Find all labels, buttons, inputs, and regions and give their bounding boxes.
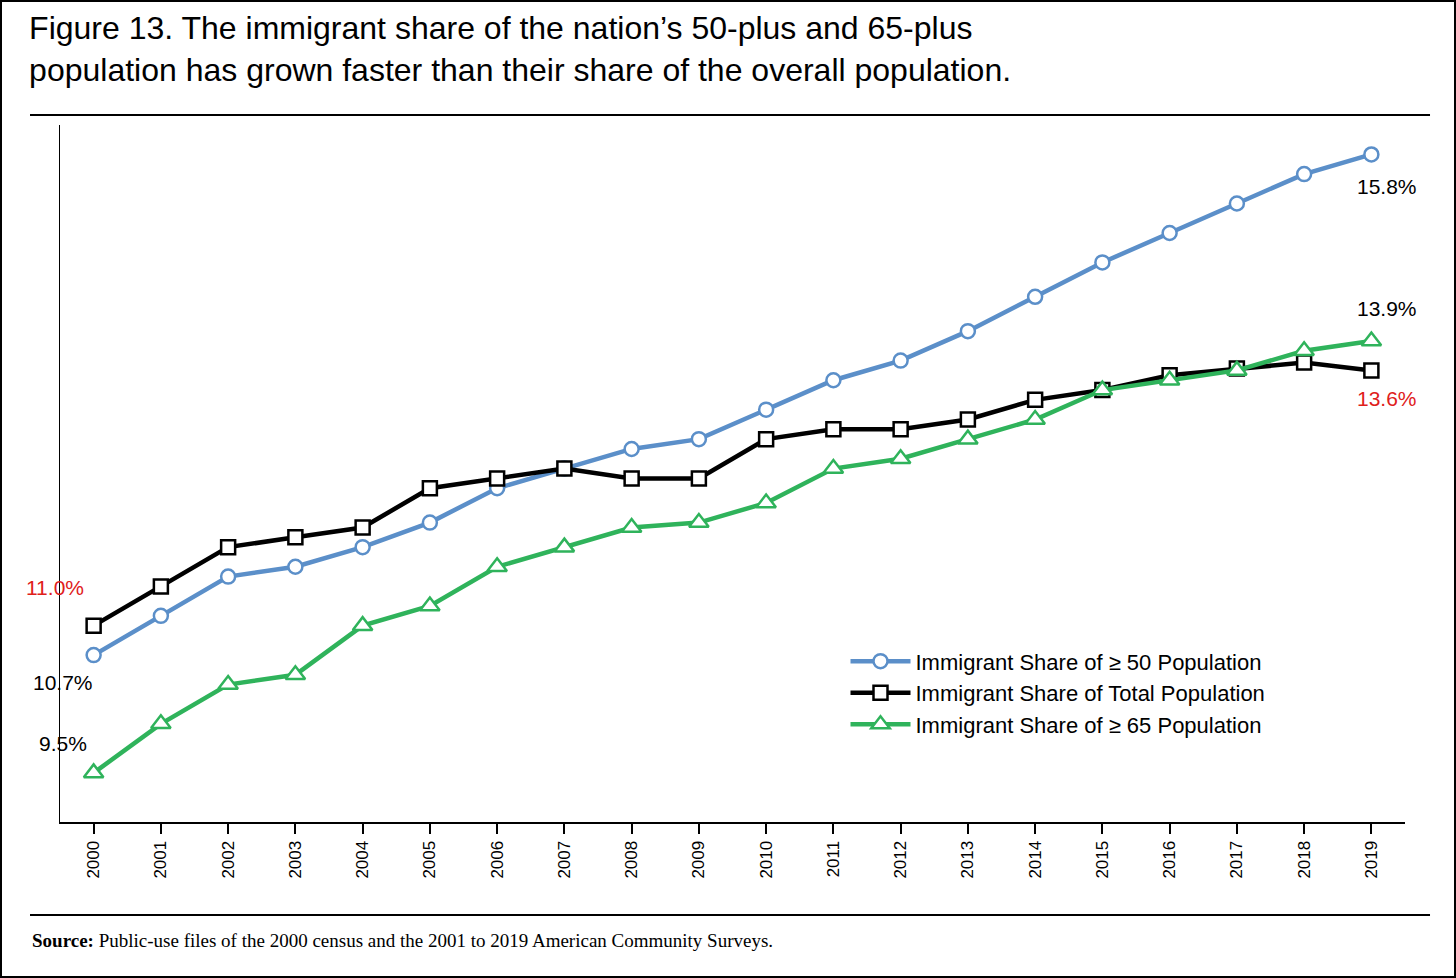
svg-text:Source: Public-use files of th: Source: Public-use files of the 2000 cen… [32,930,773,951]
svg-text:2011: 2011 [824,841,843,878]
svg-text:2019: 2019 [1362,841,1381,879]
svg-text:2015: 2015 [1093,841,1112,879]
svg-text:2014: 2014 [1026,841,1045,879]
svg-text:2009: 2009 [689,841,708,879]
svg-text:2007: 2007 [555,841,574,879]
svg-text:2004: 2004 [353,841,372,879]
svg-text:2012: 2012 [891,841,910,879]
svg-text:2000: 2000 [84,841,103,879]
svg-text:2017: 2017 [1227,841,1246,879]
svg-text:9.5%: 9.5% [39,732,87,755]
svg-text:10.7%: 10.7% [33,671,93,694]
svg-text:2002: 2002 [219,841,238,879]
svg-text:Figure 13. The immigrant share: Figure 13. The immigrant share of the na… [29,10,1011,88]
svg-text:2013: 2013 [958,841,977,879]
svg-text:2008: 2008 [622,841,641,879]
svg-text:11.0%: 11.0% [26,576,84,599]
svg-text:2016: 2016 [1160,841,1179,879]
svg-text:2005: 2005 [420,841,439,879]
svg-text:Immigrant Share of ≥ 50 Popula: Immigrant Share of ≥ 50 Population [916,650,1262,675]
svg-text:13.9%: 13.9% [1357,297,1417,320]
svg-text:2003: 2003 [286,841,305,879]
svg-text:2006: 2006 [488,841,507,879]
svg-text:2010: 2010 [757,841,776,879]
svg-text:2001: 2001 [151,841,170,879]
svg-text:13.6%: 13.6% [1357,387,1417,410]
svg-text:Immigrant Share of Total Popul: Immigrant Share of Total Population [916,681,1265,706]
svg-text:2018: 2018 [1295,841,1314,879]
svg-text:Immigrant Share of ≥ 65 Popula: Immigrant Share of ≥ 65 Population [916,713,1262,738]
svg-text:15.8%: 15.8% [1357,175,1417,198]
